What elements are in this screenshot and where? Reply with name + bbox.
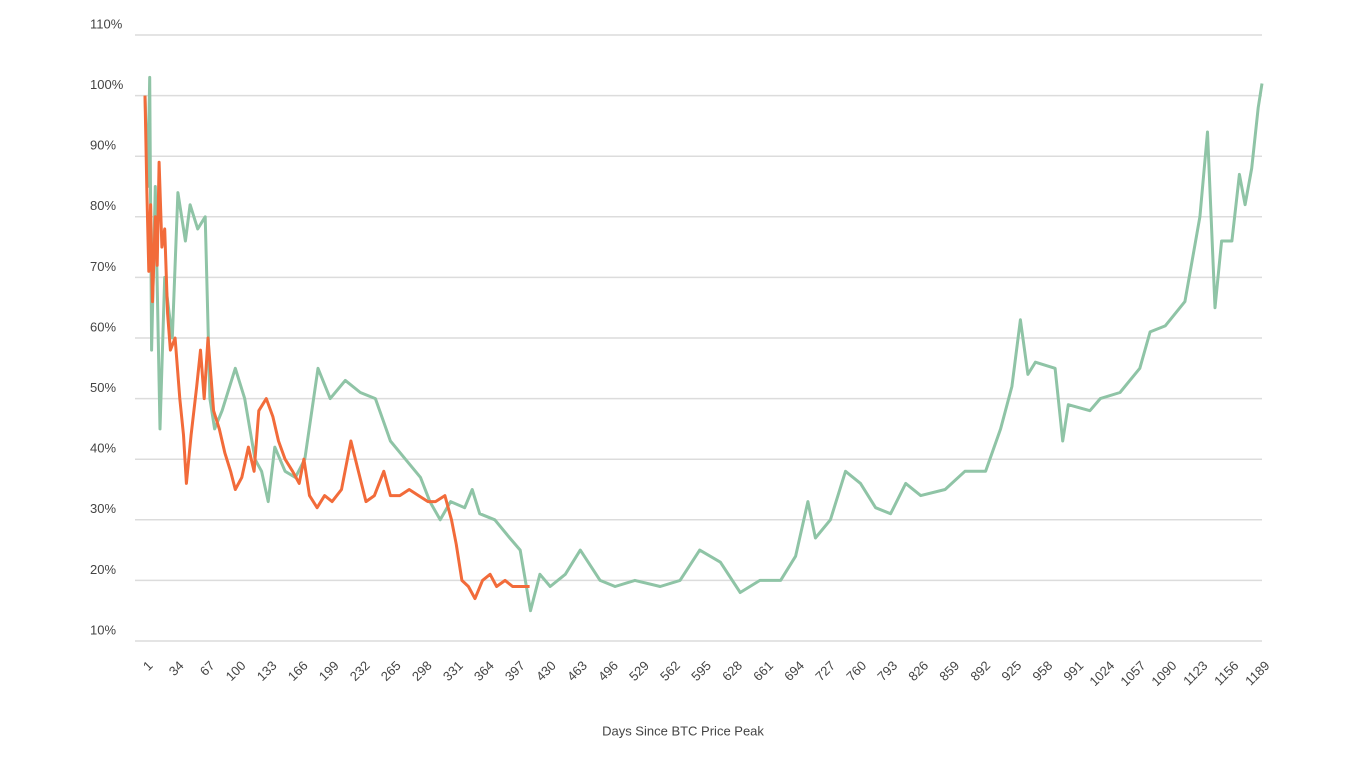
y-tick-label: 40% <box>90 441 116 456</box>
x-tick-label: 166 <box>285 658 311 684</box>
x-tick-label: 1057 <box>1117 658 1148 689</box>
x-tick-label: 529 <box>626 658 652 684</box>
x-tick-label: 661 <box>750 658 776 684</box>
x-tick-label: 1090 <box>1148 658 1179 689</box>
x-tick-label: 463 <box>564 658 590 684</box>
x-tick-label: 1 <box>140 658 156 674</box>
y-tick-label: 50% <box>90 380 116 395</box>
x-tick-label: 100 <box>223 658 249 684</box>
x-tick-label: 430 <box>533 658 559 684</box>
x-tick-label: 727 <box>812 658 838 684</box>
x-tick-label: 562 <box>657 658 683 684</box>
y-tick-label: 80% <box>90 198 116 213</box>
y-tick-label: 110% <box>90 16 123 31</box>
x-tick-label: 298 <box>409 658 435 684</box>
x-tick-label: 859 <box>936 658 962 684</box>
y-tick-label: 70% <box>90 259 116 274</box>
x-tick-label: 694 <box>781 658 807 684</box>
x-tick-label: 34 <box>166 658 187 679</box>
x-tick-label: 991 <box>1060 658 1086 684</box>
y-tick-label: 60% <box>90 319 116 334</box>
x-tick-label: 1024 <box>1086 658 1117 689</box>
x-tick-label: 199 <box>316 658 342 684</box>
x-tick-label: 496 <box>595 658 621 684</box>
x-tick-label: 265 <box>378 658 404 684</box>
x-tick-label: 232 <box>347 658 373 684</box>
x-tick-label: 331 <box>440 658 466 684</box>
y-tick-label: 90% <box>90 138 116 153</box>
x-tick-label: 1189 <box>1242 658 1272 688</box>
x-tick-label: 892 <box>967 658 993 684</box>
x-axis-label: Days Since BTC Price Peak <box>602 723 764 738</box>
x-tick-label: 1156 <box>1211 658 1241 688</box>
y-tick-label: 100% <box>90 77 124 92</box>
x-tick-label: 925 <box>998 658 1024 684</box>
x-tick-label: 826 <box>905 658 931 684</box>
y-tick-label: 30% <box>90 501 116 516</box>
data-line <box>143 75 1264 613</box>
x-tick-label: 958 <box>1029 658 1055 684</box>
x-tick-label: 364 <box>471 658 497 684</box>
x-tick-label: 793 <box>874 658 900 684</box>
x-tick-label: 628 <box>719 658 745 684</box>
y-tick-label: 20% <box>90 562 116 577</box>
x-tick-label: 67 <box>197 658 218 679</box>
data-line <box>143 95 530 601</box>
x-tick-label: 595 <box>688 658 714 684</box>
y-tick-label: 10% <box>90 622 116 637</box>
x-tick-label: 397 <box>502 658 528 684</box>
x-tick-label: 1123 <box>1180 658 1210 688</box>
x-tick-label: 760 <box>843 658 869 684</box>
x-tick-label: 133 <box>254 658 280 684</box>
